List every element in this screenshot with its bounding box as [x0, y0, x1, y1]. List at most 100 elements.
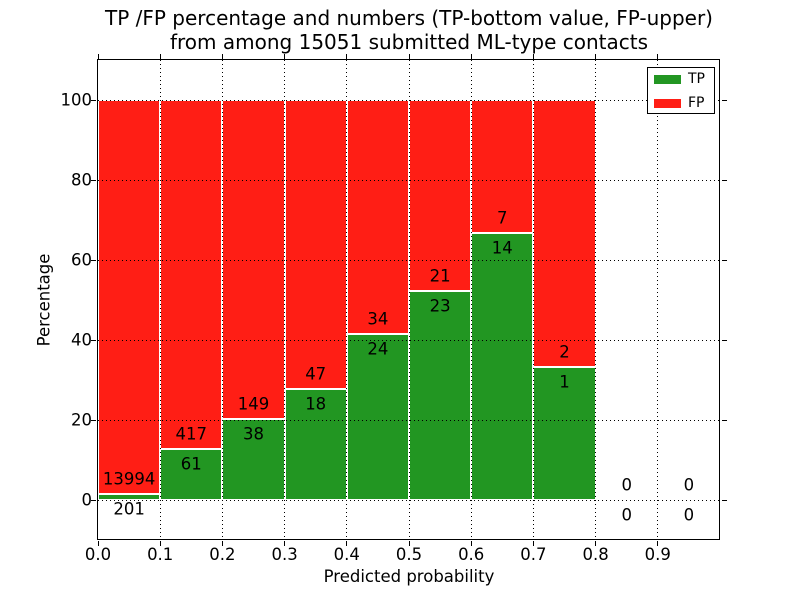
bar-segment-tp: [284, 389, 347, 500]
chart-title: TP /FP percentage and numbers (TP-bottom…: [98, 6, 720, 54]
x-tick-label: 0.7: [520, 545, 547, 564]
x-axis-tick: [408, 541, 410, 546]
x-axis-tick: [159, 541, 161, 546]
grid-line-vertical: [657, 60, 659, 540]
bar-segment-fp: [98, 100, 161, 495]
x-tick-label: 0.4: [333, 545, 360, 564]
chart-title-line1: TP /FP percentage and numbers (TP-bottom…: [105, 6, 713, 30]
legend-swatch-fp: [654, 99, 681, 108]
x-axis-label: Predicted probability: [323, 567, 495, 586]
bar-segment-fp: [533, 100, 596, 367]
annotation-fp-count: 149: [237, 394, 270, 414]
y-axis-tick-right: [722, 99, 727, 101]
y-tick-label: 80: [71, 170, 92, 190]
x-axis-tick: [97, 541, 99, 546]
grid-line-vertical: [159, 60, 161, 540]
grid-line-vertical: [532, 60, 534, 540]
annotation-tp-count: 38: [243, 424, 264, 444]
x-axis-tick-top: [221, 54, 223, 59]
annotation-fp-count: 417: [175, 424, 208, 444]
annotation-tp-count: 201: [113, 499, 145, 519]
x-axis-tick-top: [346, 54, 348, 59]
bar-segment-tp: [471, 233, 534, 500]
y-tick-label: 100: [60, 90, 93, 110]
x-axis-tick-top: [284, 54, 286, 59]
x-axis-tick-top: [595, 54, 597, 59]
grid-line-vertical: [470, 60, 472, 540]
y-axis-tick: [91, 419, 96, 421]
y-axis-tick-right: [722, 179, 727, 181]
x-axis-tick: [657, 541, 659, 546]
legend: TP FP: [647, 67, 715, 114]
bar-segment-fp: [471, 100, 534, 234]
y-axis-tick: [91, 259, 96, 261]
y-axis-tick: [91, 339, 96, 341]
x-tick-label: 0.5: [395, 545, 423, 564]
x-tick-label: 0.2: [209, 545, 236, 564]
bar-segment-fp: [284, 100, 347, 390]
bar-segment-fp: [409, 100, 472, 291]
annotation-fp-count: 13994: [102, 469, 156, 489]
y-tick-label: 40: [71, 330, 92, 350]
chart-title-line2: from among 15051 submitted ML-type conta…: [169, 30, 649, 54]
y-axis-tick-right: [722, 259, 727, 261]
bar-segment-fp: [222, 100, 285, 419]
annotation-tp-count: 14: [491, 238, 513, 258]
bar-segment-tp: [533, 366, 596, 500]
annotation-fp-count: 21: [429, 266, 451, 286]
x-axis-tick-top: [97, 54, 99, 59]
x-axis-tick: [470, 541, 472, 546]
bar-segment-fp: [346, 100, 409, 335]
x-tick-label: 0.9: [644, 545, 671, 564]
x-axis-tick: [221, 541, 223, 546]
y-tick-label: 0: [81, 490, 93, 510]
x-axis-tick: [595, 541, 597, 546]
legend-label-tp: TP: [688, 71, 705, 87]
annotation-fp-count: 0: [621, 475, 632, 495]
x-axis-tick-top: [532, 54, 534, 59]
bar-segment-tp: [346, 334, 409, 500]
y-tick-label: 20: [71, 410, 92, 430]
y-tick-label: 60: [71, 250, 92, 270]
x-axis-tick-top: [657, 54, 659, 59]
x-tick-label: 0.0: [84, 545, 112, 564]
annotation-tp-count: 61: [180, 454, 202, 474]
y-axis-label: Percentage: [34, 253, 54, 347]
annotation-tp-count: 23: [429, 296, 451, 316]
annotation-fp-count: 2: [559, 342, 570, 362]
x-axis-tick: [346, 541, 348, 546]
grid-line-vertical: [408, 60, 410, 540]
bar-segment-tp: [222, 418, 285, 500]
x-axis-tick: [532, 541, 534, 546]
annotation-tp-count: 0: [621, 505, 632, 525]
grid-line-vertical: [221, 60, 223, 540]
legend-label-fp: FP: [688, 95, 705, 111]
bar-segment-fp: [160, 100, 223, 449]
annotation-fp-count: 0: [683, 475, 695, 495]
y-axis-tick: [91, 99, 96, 101]
annotation-fp-count: 47: [305, 364, 327, 384]
bar-segment-tp: [160, 448, 223, 500]
x-tick-label: 0.6: [458, 545, 485, 564]
annotation-tp-count: 24: [367, 339, 389, 359]
grid-line-vertical: [346, 60, 348, 540]
x-axis-tick-top: [470, 54, 472, 59]
grid-line-vertical: [284, 60, 286, 540]
x-axis-tick: [284, 541, 286, 546]
annotation-tp-count: 0: [683, 505, 695, 525]
grid-line-vertical: [595, 60, 597, 540]
annotation-fp-count: 34: [367, 309, 389, 329]
x-axis-tick-top: [408, 54, 410, 59]
annotation-fp-count: 7: [497, 208, 508, 228]
legend-swatch-tp: [654, 75, 681, 84]
y-axis-tick: [91, 179, 96, 181]
x-tick-label: 0.1: [147, 545, 174, 564]
y-axis-tick: [91, 499, 96, 501]
bar-segment-tp: [409, 290, 472, 500]
x-axis-tick-top: [159, 54, 161, 59]
annotation-tp-count: 18: [305, 394, 327, 414]
y-axis-tick-right: [722, 499, 727, 501]
annotation-tp-count: 1: [559, 372, 570, 392]
y-axis-tick-right: [722, 339, 727, 341]
